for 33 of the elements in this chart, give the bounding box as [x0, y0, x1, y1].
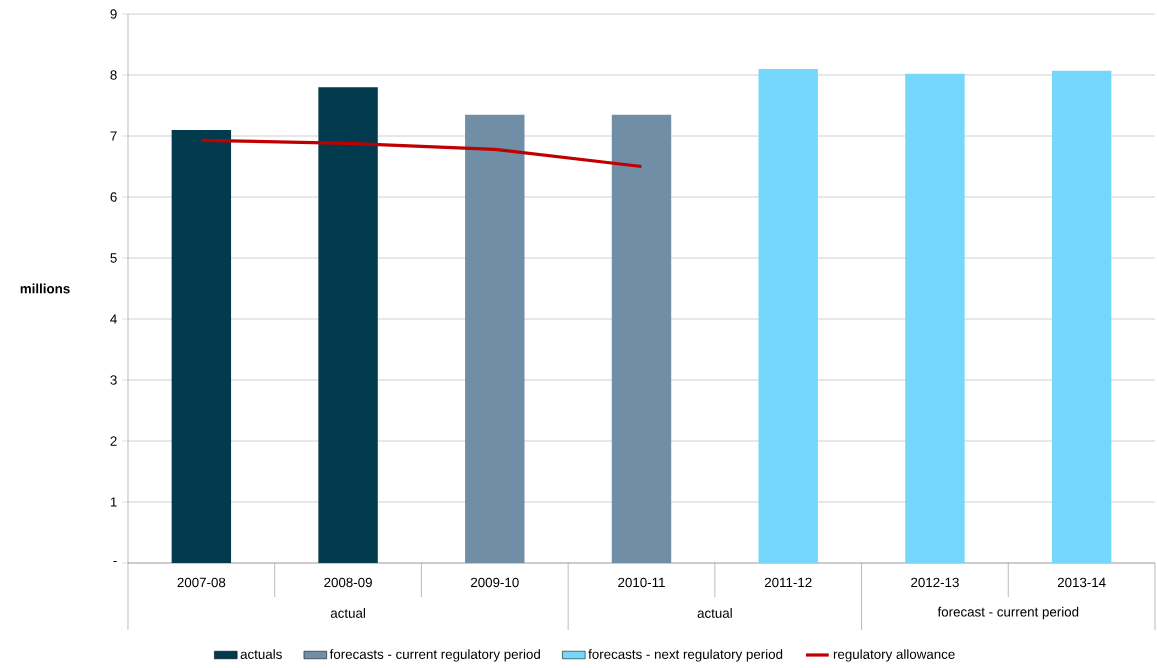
line-series [199, 138, 644, 169]
x-tick-label: 2011-12 [764, 577, 812, 588]
text: actual [697, 608, 732, 618]
y-tick-label: 6 [110, 192, 117, 202]
bar [611, 114, 672, 563]
y-axis-title: millions [20, 283, 70, 294]
text: forecast - current period [937, 606, 1079, 620]
legend-label: actuals [240, 649, 282, 659]
y-tick-label: 2 [110, 436, 117, 446]
x-tick-label: 2013-14 [1057, 577, 1106, 588]
y-tick-label: 9 [110, 9, 117, 19]
y-tick-label: - [113, 560, 117, 562]
bar [758, 68, 818, 563]
legend-label: forecasts - next regulatory period [588, 649, 783, 662]
bar [1051, 70, 1112, 563]
x-tick-label: 2007-08 [177, 577, 226, 588]
y-tick-label: 4 [110, 314, 117, 324]
x-tick-label: 2008-09 [324, 577, 372, 588]
bar [465, 114, 525, 563]
y-tick-label: 3 [110, 375, 117, 385]
x-tick-label: 2010-11 [618, 577, 665, 588]
bar [318, 87, 378, 563]
x-tick-label: 2012-13 [911, 577, 959, 588]
y-tick-label: 8 [110, 70, 117, 80]
y-tick-label: 5 [110, 253, 117, 263]
bar [905, 73, 965, 563]
legend-label: regulatory allowance [833, 649, 955, 662]
y-tick-label: 1 [110, 497, 117, 507]
text: actual [330, 608, 365, 618]
y-tick-label: 7 [110, 131, 117, 141]
x-tick-label: 2009-10 [470, 577, 519, 588]
bar [171, 129, 232, 563]
legend-label: forecasts - current regulatory period [329, 649, 540, 662]
